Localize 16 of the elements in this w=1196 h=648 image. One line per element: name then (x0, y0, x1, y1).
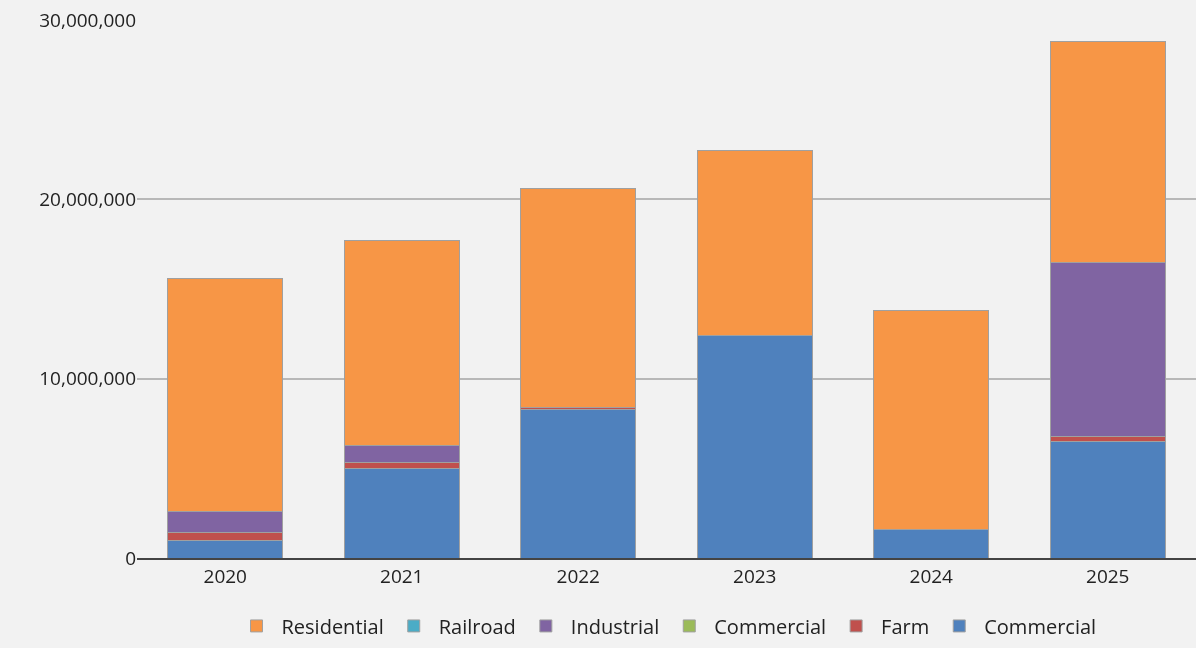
x-tick-label: 2024 (909, 562, 954, 589)
x-tick-label: 2023 (733, 562, 777, 589)
x-tick-label: 2022 (556, 562, 600, 589)
legend-label: Farm (881, 612, 930, 640)
legend-label: Commercial (714, 612, 827, 640)
legend-label: Commercial (984, 612, 1097, 640)
y-tick-label: 20,000,000 (39, 185, 136, 212)
y-tick-label: 30,000,000 (39, 6, 136, 33)
legend-label: Railroad (438, 612, 516, 640)
y-tick-label: 10,000,000 (39, 365, 136, 392)
x-tick-label: 2020 (203, 562, 247, 589)
x-tick-label: 2021 (380, 562, 424, 589)
y-tick-label: 0 (125, 544, 136, 571)
legend-label: Industrial (570, 612, 660, 640)
legend-label: Residential (281, 612, 384, 640)
x-tick-label: 2025 (1086, 562, 1130, 589)
